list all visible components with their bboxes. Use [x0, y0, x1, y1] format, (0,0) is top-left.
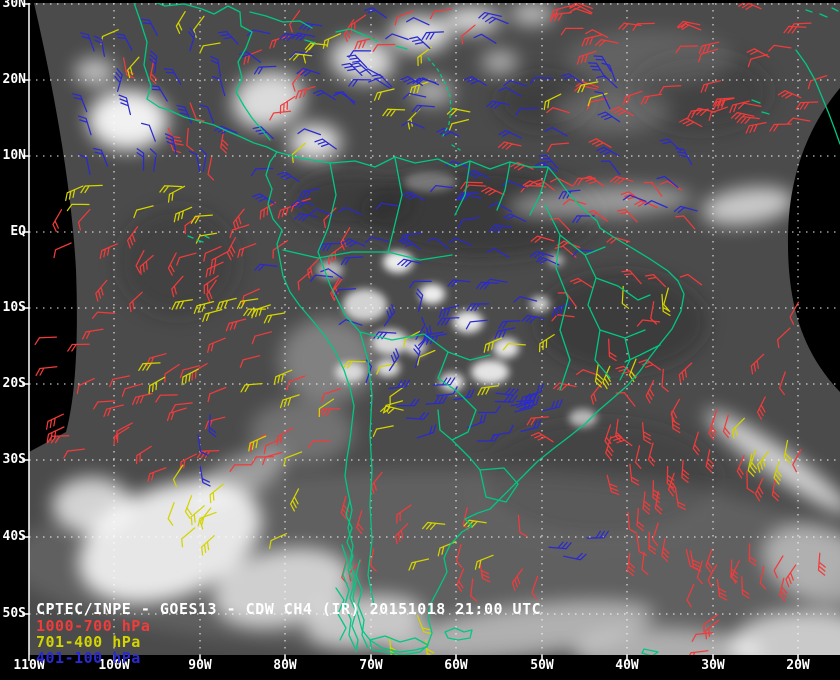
map-title: CPTEC/INPE - GOES13 - CDW CH4 (IR) 20151…: [36, 600, 542, 618]
lon-label-70W: 70W: [359, 658, 383, 673]
lon-label-50W: 50W: [530, 658, 554, 673]
uruguay-border: [479, 467, 519, 503]
lon-label-40W: 40W: [615, 658, 639, 673]
lat-label-30S: 30S: [2, 452, 26, 467]
patagonia-fjords: [335, 499, 429, 655]
annotation-block: CPTEC/INPE - GOES13 - CDW CH4 (IR) 20151…: [36, 600, 541, 666]
lon-label-100W: 100W: [98, 658, 130, 673]
lon-label-80W: 80W: [273, 658, 297, 673]
lon-label-90W: 90W: [188, 658, 212, 673]
ne-brazil-state-borders: [544, 204, 661, 391]
lon-label-110W: 110W: [13, 658, 45, 673]
central-america-coastline: [133, 3, 278, 153]
lon-label-60W: 60W: [444, 658, 468, 673]
legend-item-mid: 701-400 hPa: [36, 633, 141, 651]
south-america-coastline: [265, 151, 685, 653]
lat-label-10S: 10S: [2, 300, 26, 315]
coastlines: [133, 3, 840, 655]
lat-label-20N: 20N: [2, 72, 26, 87]
lat-label-20S: 20S: [2, 376, 26, 391]
legend-item-low: 1000-700 hPa: [36, 617, 151, 635]
lat-label-10N: 10N: [2, 148, 26, 163]
hispaniola-coastline: [304, 28, 408, 50]
lon-label-20W: 20W: [786, 658, 810, 673]
right-limb: [787, 88, 840, 392]
lon-label-30W: 30W: [701, 658, 725, 673]
axis-frame: [22, 3, 799, 661]
lat-label-50S: 50S: [2, 606, 26, 621]
falkland-islands: [444, 627, 473, 641]
galapagos-islands: [187, 235, 210, 243]
south-georgia-island: [641, 648, 659, 655]
left-limb: [29, 3, 77, 452]
lat-label-40S: 40S: [2, 529, 26, 544]
lat-label-EQ: EQ: [10, 224, 26, 239]
lesser-antilles-arc: [427, 57, 461, 151]
africa-coastline: [751, 7, 840, 145]
wind-barbs: [34, 3, 828, 655]
lat-label-30N: 30N: [2, 0, 26, 11]
legend-item-high: 401-100 hPa: [36, 649, 141, 667]
interior-borders: [282, 157, 549, 606]
cuba-coastline: [249, 11, 313, 29]
